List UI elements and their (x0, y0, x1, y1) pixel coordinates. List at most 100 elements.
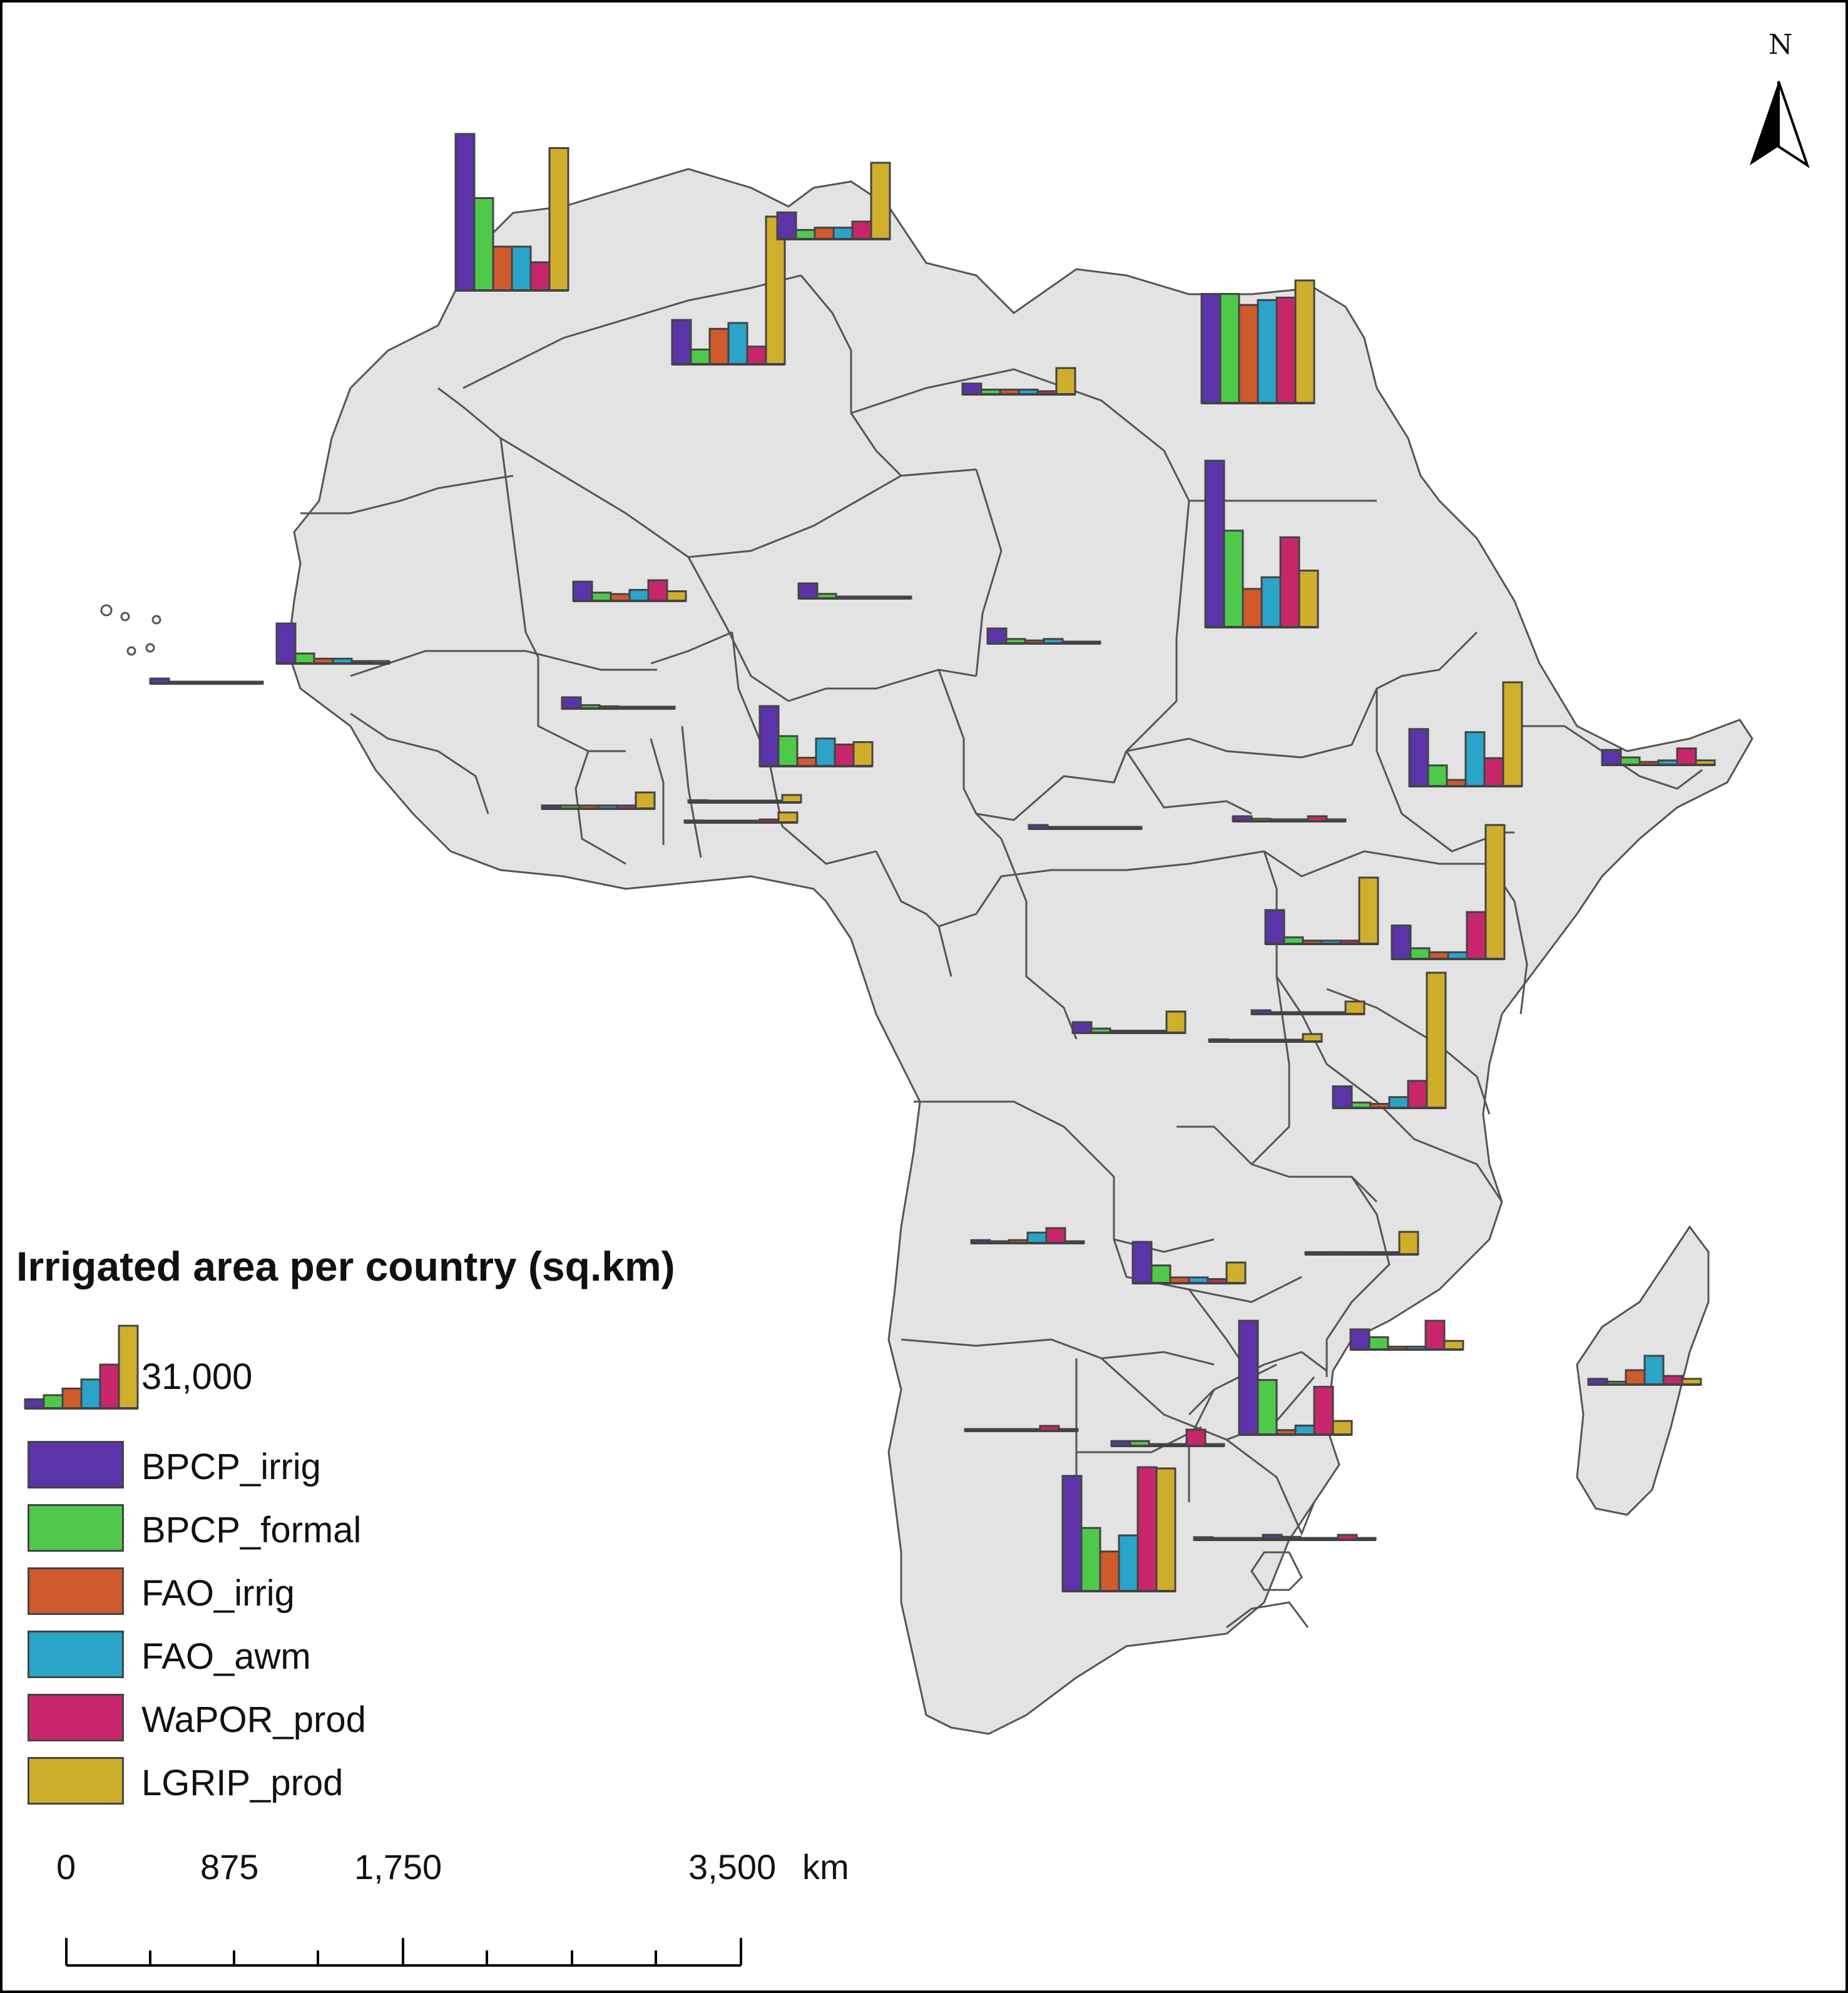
bar-southafrica-WaPOR_prod (1136, 1466, 1158, 1592)
country-bar-charts (149, 133, 1716, 1592)
bar-rwanda-LGRIP_prod (1344, 1000, 1366, 1015)
chart-lesotho (1193, 1536, 1308, 1541)
bar-egypt-BPCP_formal (1219, 293, 1240, 404)
chart-drc (1071, 1010, 1187, 1034)
bar-egypt-WaPOR_prod (1275, 296, 1297, 404)
bar-kenya-WaPOR_prod (1466, 911, 1487, 960)
chart-ghana (541, 791, 656, 810)
bar-kenya-BPCP_formal (1409, 947, 1431, 960)
bar-tunisia-LGRIP_prod (870, 161, 891, 240)
chart-mozambique (1349, 1319, 1464, 1351)
bar-libya-BPCP_irrig (961, 382, 983, 396)
chart-somalia (1601, 747, 1716, 766)
bar-sudan-WaPOR_prod (1279, 536, 1300, 628)
bar-mali-LGRIP_prod (666, 590, 687, 602)
scale-label-1750: 1,750 (354, 1847, 442, 1887)
bar-mozambique-WaPOR_prod (1424, 1319, 1446, 1351)
chart-madagascar (1587, 1355, 1702, 1386)
bar-morocco-LGRIP_prod (548, 147, 569, 292)
bar-southafrica-FAO_irrig (1099, 1550, 1120, 1592)
bar-ethiopia-FAO_awm (1464, 731, 1486, 787)
legend-swatch-lgrip-prod (28, 1757, 124, 1805)
chart-mauritania (149, 677, 264, 685)
north-label: N (1769, 29, 1793, 61)
bar-drc-LGRIP_prod (1165, 1010, 1187, 1034)
bar-reference-FAO_irrig (61, 1387, 83, 1410)
legend-label-lgrip-prod: LGRIP_prod (141, 1763, 344, 1803)
bar-reference-LGRIP_prod (118, 1324, 139, 1410)
chart-togo (683, 811, 799, 824)
chart-benin (687, 794, 802, 804)
bar-tunisia-BPCP_formal (795, 228, 816, 240)
bar-zimbabwe-FAO_awm (1294, 1424, 1315, 1436)
bar-sudan-LGRIP_prod (1298, 570, 1319, 628)
cape-verde-islands (100, 604, 161, 656)
bar-tunisia-FAO_irrig (814, 227, 835, 240)
bar-zambia-LGRIP_prod (1225, 1261, 1247, 1284)
bar-reference-BPCP_formal (43, 1394, 64, 1410)
north-arrow-icon (1750, 81, 1810, 168)
bar-ethiopia-WaPOR_prod (1483, 757, 1504, 787)
bar-kenya-LGRIP_prod (1484, 824, 1506, 960)
bar-mali-FAO_awm (628, 588, 650, 602)
legend-swatch-wapor-prod (28, 1694, 124, 1741)
bar-angola-FAO_awm (1026, 1231, 1048, 1244)
bar-egypt-LGRIP_prod (1294, 279, 1315, 404)
bar-southafrica-BPCP_formal (1080, 1527, 1101, 1592)
bar-mozambique-BPCP_irrig (1349, 1328, 1371, 1351)
bar-morocco-FAO_irrig (492, 245, 513, 292)
bar-tanzania-BPCP_irrig (1332, 1085, 1353, 1109)
bar-southafrica-LGRIP_prod (1155, 1467, 1177, 1592)
bar-sudan-FAO_awm (1260, 576, 1282, 628)
bar-morocco-FAO_awm (511, 245, 532, 292)
legend-label-wapor-prod: WaPOR_prod (141, 1699, 366, 1740)
chart-zimbabwe (1238, 1319, 1353, 1436)
bar-tunisia-BPCP_irrig (776, 211, 797, 240)
chart-tanzania (1332, 971, 1447, 1109)
bar-zambia-BPCP_irrig (1131, 1241, 1153, 1284)
legend-label-fao-awm: FAO_awm (141, 1636, 311, 1677)
legend-title: Irrigated area per country (sq.km) (16, 1243, 675, 1289)
legend-swatch-bpcp-irrig (28, 1441, 124, 1488)
bar-senegal-BPCP_irrig (275, 622, 297, 665)
bar-egypt-FAO_irrig (1238, 304, 1259, 404)
bar-zimbabwe-WaPOR_prod (1313, 1386, 1334, 1436)
bar-tunisia-WaPOR_prod (851, 220, 872, 240)
bar-nigeria-BPCP_formal (777, 735, 799, 767)
bar-nigeria-LGRIP_prod (852, 741, 874, 767)
bar-mali-BPCP_irrig (572, 580, 593, 602)
chart-angola (970, 1227, 1085, 1244)
bar-angola-WaPOR_prod (1045, 1227, 1066, 1244)
scale-label-875: 875 (200, 1847, 259, 1887)
bar-madagascar-WaPOR_prod (1662, 1375, 1683, 1386)
legend-reference-chart (24, 1324, 139, 1410)
bar-ethiopia-BPCP_formal (1427, 764, 1448, 787)
chart-burkina (561, 696, 676, 710)
bar-malawi-LGRIP_prod (1398, 1231, 1419, 1256)
chart-sudan (1204, 459, 1319, 628)
bar-tanzania-WaPOR_prod (1407, 1080, 1428, 1109)
bar-algeria-BPCP_irrig (671, 319, 692, 366)
legend-reference-value: 31,000 (141, 1356, 253, 1397)
chart-morocco (454, 133, 569, 292)
bar-zimbabwe-BPCP_formal (1257, 1379, 1278, 1436)
chart-zambia (1131, 1241, 1247, 1284)
scale-bar (65, 1938, 742, 1967)
bar-algeria-FAO_awm (727, 322, 748, 366)
bar-sudan-BPCP_irrig (1204, 459, 1225, 628)
scale-label-3500: 3,500 (688, 1847, 777, 1887)
bar-ghana-LGRIP_prod (635, 791, 656, 810)
bar-reference-FAO_awm (80, 1378, 101, 1410)
bar-nigeria-WaPOR_prod (834, 743, 855, 767)
bar-morocco-BPCP_irrig (454, 133, 476, 292)
chart-car (1028, 824, 1143, 830)
bar-ethiopia-LGRIP_prod (1502, 681, 1523, 787)
bar-reference-BPCP_irrig (24, 1398, 45, 1410)
bar-chad-BPCP_irrig (986, 627, 1008, 645)
africa-mainland (287, 168, 1754, 1735)
bar-morocco-BPCP_formal (473, 197, 494, 292)
chart-senegal (275, 622, 391, 665)
chart-tunisia (776, 161, 891, 240)
bar-tunisia-FAO_awm (832, 227, 854, 240)
bar-zimbabwe-LGRIP_prod (1332, 1420, 1353, 1436)
